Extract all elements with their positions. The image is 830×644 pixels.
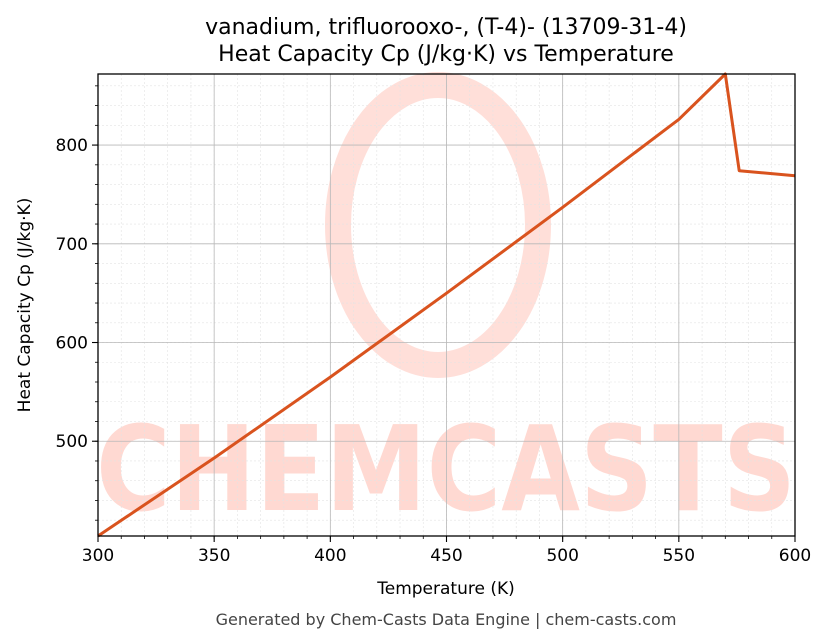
y-tick-label: 600 [56, 334, 88, 354]
x-tick-label: 550 [663, 546, 695, 566]
chart-title: vanadium, trifluorooxo-, (T-4)- (13709-3… [205, 15, 687, 40]
x-tick-label: 450 [430, 546, 462, 566]
x-tick-label: 400 [314, 546, 346, 566]
y-axis-label: Heat Capacity Cp (J/kg·K) [15, 198, 35, 413]
x-tick-label: 500 [546, 546, 578, 566]
x-axis-ticks: 300 350 400 450 500 550 600 [82, 536, 811, 566]
watermark-text: CHEMCASTS [96, 400, 796, 538]
y-tick-label: 500 [56, 432, 88, 452]
footer-credit: Generated by Chem-Casts Data Engine | ch… [216, 610, 677, 629]
series-layer [97, 72, 796, 538]
chart-subtitle: Heat Capacity Cp (J/kg·K) vs Temperature [218, 42, 674, 67]
x-tick-label: 300 [82, 546, 114, 566]
y-tick-label: 700 [56, 235, 88, 255]
y-tick-label: 800 [56, 136, 88, 156]
watermark: CHEMCASTS [96, 72, 796, 538]
x-axis-label: Temperature (K) [376, 579, 515, 599]
y-axis-ticks: 500 600 700 800 [56, 85, 98, 521]
series-line [97, 72, 796, 538]
x-tick-label: 600 [779, 546, 811, 566]
x-tick-label: 350 [198, 546, 230, 566]
